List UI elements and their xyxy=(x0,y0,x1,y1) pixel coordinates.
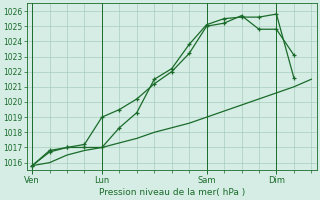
X-axis label: Pression niveau de la mer( hPa ): Pression niveau de la mer( hPa ) xyxy=(99,188,245,197)
